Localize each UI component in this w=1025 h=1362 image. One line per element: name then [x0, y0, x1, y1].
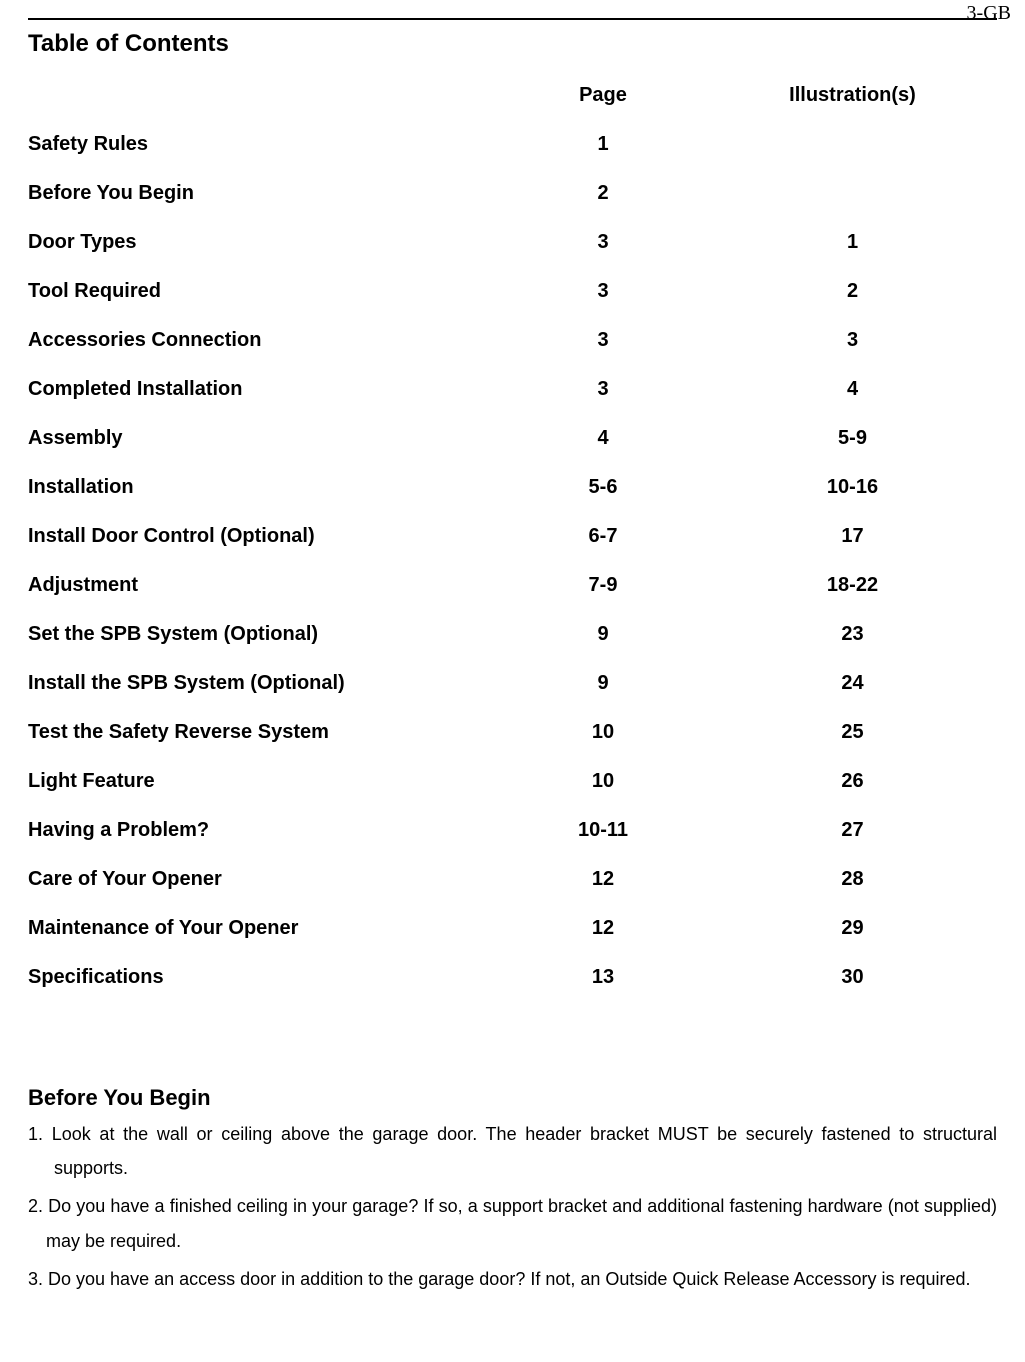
- toc-illustration: 24: [708, 672, 997, 695]
- toc-title: Table of Contents: [28, 30, 997, 58]
- toc-illustration: 3: [708, 329, 997, 352]
- toc-page: 3: [498, 329, 708, 352]
- toc-illustration: 23: [708, 623, 997, 646]
- toc-topic: Install Door Control (Optional): [28, 525, 498, 548]
- toc-illustration: 2: [708, 280, 997, 303]
- toc-topic: Set the SPB System (Optional): [28, 623, 498, 646]
- toc-topic: Installation: [28, 476, 498, 499]
- toc-col-page: Page: [498, 84, 708, 107]
- toc-page: 5-6: [498, 476, 708, 499]
- toc-page: 4: [498, 427, 708, 450]
- before-you-begin-item: 2. Do you have a finished ceiling in you…: [28, 1189, 997, 1257]
- toc-row: Door Types31: [28, 231, 997, 254]
- toc-topic: Care of Your Opener: [28, 868, 498, 891]
- toc-page: 1: [498, 133, 708, 156]
- toc-topic: Door Types: [28, 231, 498, 254]
- toc-topic: Assembly: [28, 427, 498, 450]
- toc-row: Having a Problem?10-1127: [28, 819, 997, 842]
- page-number: 3-GB: [967, 2, 1011, 25]
- toc-page: 6-7: [498, 525, 708, 548]
- toc-topic: Completed Installation: [28, 378, 498, 401]
- toc-illustration: 30: [708, 966, 997, 989]
- toc-row: Light Feature1026: [28, 770, 997, 793]
- before-you-begin-title: Before You Begin: [28, 1085, 997, 1111]
- toc-illustration: [708, 133, 997, 156]
- toc-row: Maintenance of Your Opener1229: [28, 917, 997, 940]
- before-you-begin-item: 3. Do you have an access door in additio…: [28, 1262, 997, 1296]
- toc-row: Adjustment7-918-22: [28, 574, 997, 597]
- toc-illustration: 27: [708, 819, 997, 842]
- toc-page: 9: [498, 672, 708, 695]
- toc-topic: Tool Required: [28, 280, 498, 303]
- toc-illustration: 4: [708, 378, 997, 401]
- toc-row: Before You Begin2: [28, 182, 997, 205]
- toc-topic: Install the SPB System (Optional): [28, 672, 498, 695]
- toc-row: Assembly45-9: [28, 427, 997, 450]
- toc-row: Install the SPB System (Optional)924: [28, 672, 997, 695]
- toc-topic: Light Feature: [28, 770, 498, 793]
- toc-row: Tool Required32: [28, 280, 997, 303]
- toc-illustration: 10-16: [708, 476, 997, 499]
- toc-topic: Accessories Connection: [28, 329, 498, 352]
- toc-page: 10: [498, 721, 708, 744]
- toc-page: 3: [498, 378, 708, 401]
- header-rule: [28, 18, 997, 20]
- toc-col-topic: [28, 84, 498, 107]
- toc-topic: Test the Safety Reverse System: [28, 721, 498, 744]
- toc-topic: Specifications: [28, 966, 498, 989]
- toc-page: 2: [498, 182, 708, 205]
- toc-illustration: 26: [708, 770, 997, 793]
- toc-row: Specifications1330: [28, 966, 997, 989]
- toc-page: 10: [498, 770, 708, 793]
- toc-topic: Adjustment: [28, 574, 498, 597]
- toc-page: 7-9: [498, 574, 708, 597]
- toc-page: 13: [498, 966, 708, 989]
- toc-page: 3: [498, 231, 708, 254]
- toc-row: Care of Your Opener1228: [28, 868, 997, 891]
- toc-topic: Having a Problem?: [28, 819, 498, 842]
- toc-topic: Safety Rules: [28, 133, 498, 156]
- before-you-begin-body: 1. Look at the wall or ceiling above the…: [28, 1117, 997, 1296]
- toc-row: Completed Installation34: [28, 378, 997, 401]
- toc-page: 9: [498, 623, 708, 646]
- toc-row: Set the SPB System (Optional)923: [28, 623, 997, 646]
- toc-illustration: 29: [708, 917, 997, 940]
- toc-illustration: 17: [708, 525, 997, 548]
- toc-row: Test the Safety Reverse System1025: [28, 721, 997, 744]
- toc-topic: Maintenance of Your Opener: [28, 917, 498, 940]
- toc-illustration: 5-9: [708, 427, 997, 450]
- toc-row: Install Door Control (Optional)6-717: [28, 525, 997, 548]
- toc-illustration: 18-22: [708, 574, 997, 597]
- toc-page: 12: [498, 917, 708, 940]
- toc-page: 3: [498, 280, 708, 303]
- before-you-begin-item: 1. Look at the wall or ceiling above the…: [28, 1117, 997, 1185]
- toc-body: Safety Rules1Before You Begin2Door Types…: [28, 133, 997, 989]
- toc-illustration: 25: [708, 721, 997, 744]
- toc-illustration: [708, 182, 997, 205]
- toc-illustration: 28: [708, 868, 997, 891]
- toc-column-headers: Page Illustration(s): [28, 84, 997, 107]
- toc-page: 10-11: [498, 819, 708, 842]
- toc-topic: Before You Begin: [28, 182, 498, 205]
- toc-illustration: 1: [708, 231, 997, 254]
- toc-row: Accessories Connection33: [28, 329, 997, 352]
- toc-page: 12: [498, 868, 708, 891]
- toc-row: Installation5-610-16: [28, 476, 997, 499]
- toc-col-illustrations: Illustration(s): [708, 84, 997, 107]
- toc-row: Safety Rules1: [28, 133, 997, 156]
